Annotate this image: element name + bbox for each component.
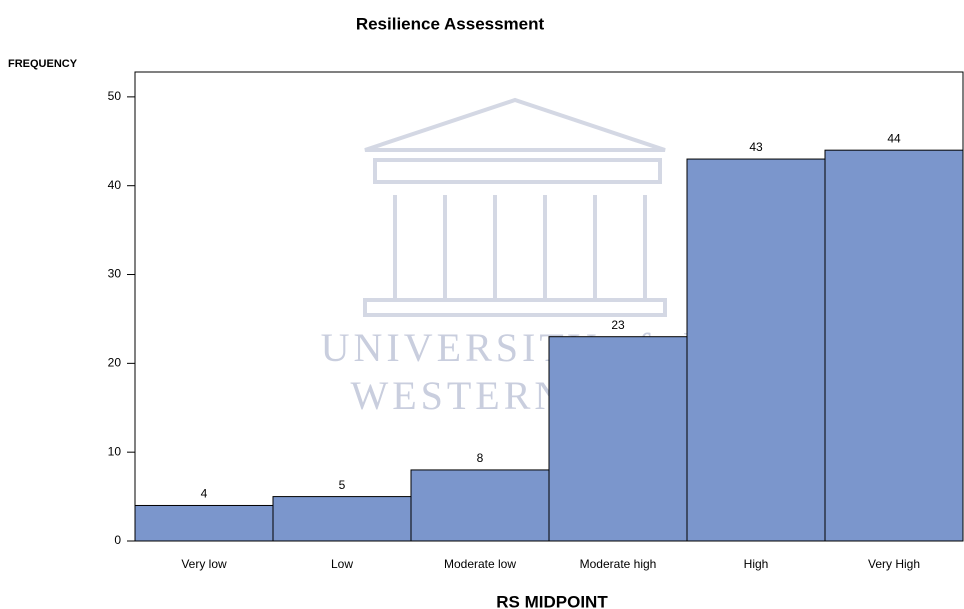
x-tick-label: Moderate high	[580, 557, 657, 571]
x-tick-label: Very low	[181, 557, 227, 571]
data-label: 4	[201, 487, 208, 501]
x-tick-label: High	[744, 557, 769, 571]
bar	[548, 336, 688, 542]
x-tick-label: Moderate low	[444, 557, 516, 571]
chart-title: Resilience Assessment	[356, 14, 545, 33]
data-label: 23	[611, 318, 625, 332]
y-tick-label: 10	[108, 444, 122, 458]
data-label: 43	[749, 140, 763, 154]
x-tick-label: Low	[331, 557, 353, 571]
y-tick-label: 50	[108, 89, 122, 103]
data-label: 44	[887, 131, 901, 145]
y-tick-label: 0	[114, 533, 121, 547]
y-axis-label: FREQUENCY	[8, 58, 78, 70]
bar	[824, 149, 964, 542]
data-label: 8	[477, 451, 484, 465]
x-tick-label: Very High	[868, 557, 920, 571]
y-tick-label: 40	[108, 178, 122, 192]
bar	[134, 504, 274, 542]
data-label: 5	[339, 478, 346, 492]
y-tick-label: 20	[108, 356, 122, 370]
watermark-building	[363, 97, 667, 317]
bar	[272, 496, 412, 542]
x-axis-label: RS MIDPOINT	[496, 592, 608, 609]
bar	[410, 469, 550, 542]
y-tick-label: 30	[108, 267, 122, 281]
bar	[686, 158, 826, 542]
